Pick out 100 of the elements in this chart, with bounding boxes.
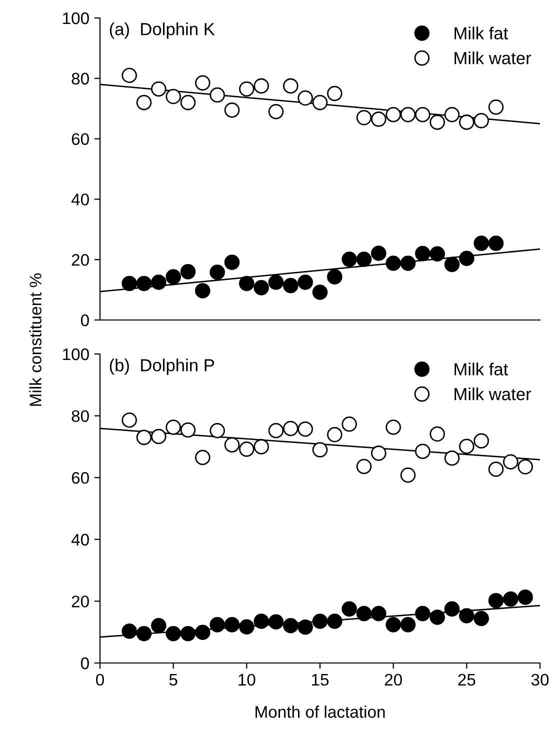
point [254,614,269,629]
y-tick-label: 60 [72,472,89,484]
point [283,618,298,634]
point [400,617,416,632]
x-axis-title: Month of lactation [256,706,385,718]
point [356,606,372,622]
point [474,236,489,251]
x-tick-label: 30 [531,674,549,686]
point [327,614,342,629]
point [474,610,489,626]
point [518,590,533,605]
x-tick-label: 15 [312,674,329,686]
point [224,437,240,452]
point [415,444,430,459]
point [166,626,181,642]
point [356,252,372,267]
point [356,110,372,126]
point [518,459,533,474]
point [386,420,401,435]
point [239,442,254,457]
point [151,618,166,634]
point [180,94,196,110]
point [342,416,357,432]
point [298,620,313,635]
point [122,412,137,428]
point [312,94,328,110]
point [239,81,254,97]
point [459,114,474,130]
chart-title: (b) Dolphin P [110,358,214,375]
point [195,450,210,466]
point [254,78,269,94]
point [312,614,328,629]
point [151,428,166,444]
point [503,591,518,607]
point [371,446,386,461]
y-tick-label: 20 [72,596,89,608]
point [268,104,284,120]
point [268,274,284,290]
chart-title: (a) Dolphin K [110,22,215,39]
legend-label: Milk water [454,388,532,400]
y-axis-title: Milk constituent % [29,273,42,406]
point [312,284,328,300]
point [327,427,342,442]
point [210,264,225,280]
point [151,274,166,290]
y-tick-label: 60 [72,133,89,146]
point [180,422,196,438]
point [400,256,416,271]
y-tick-label: 40 [71,534,89,546]
point [283,420,298,436]
point [122,276,137,292]
point [254,280,269,296]
point [386,256,401,271]
point [312,442,328,458]
point [444,450,460,466]
point [356,458,372,474]
x-tick-label: 20 [384,674,402,686]
point [136,430,152,446]
point [415,107,430,122]
point [386,107,401,122]
point [136,626,152,642]
point [166,269,181,284]
point [386,617,401,632]
point [430,246,445,262]
point [371,606,386,622]
y-tick-label: 100 [63,348,89,360]
y-tick-label: 80 [72,72,89,85]
point [444,107,460,122]
point [488,592,504,608]
point [444,256,460,272]
legend-label: Milk fat [454,26,508,40]
point [239,276,254,292]
point [459,608,474,624]
point [488,99,504,115]
point [327,86,342,102]
point [459,438,474,454]
point [122,68,137,84]
point [342,601,357,617]
x-tick-label: 5 [169,674,178,686]
x-tick-label: 10 [238,674,256,686]
point [298,421,313,437]
point [122,624,137,639]
x-tick-label: 0 [96,674,104,686]
y-tick-label: 0 [80,657,89,670]
point [210,617,225,632]
point [195,283,210,298]
point [224,254,240,270]
point [210,422,225,438]
point [474,113,489,128]
point [474,433,489,448]
point [400,107,416,122]
point [166,420,181,435]
point [166,88,181,104]
point [444,601,460,617]
point [136,276,152,292]
point [298,274,313,290]
point [180,264,196,280]
point [430,114,445,130]
point [503,454,518,470]
point [488,462,504,477]
